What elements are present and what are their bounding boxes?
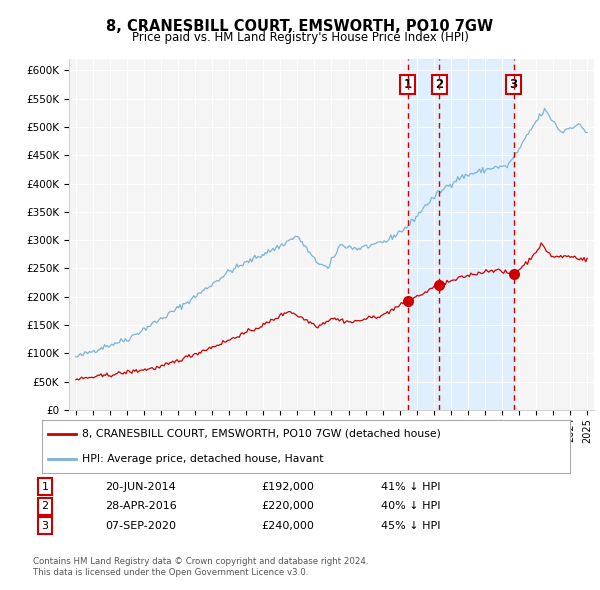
- Text: 40% ↓ HPI: 40% ↓ HPI: [381, 502, 440, 511]
- Text: £192,000: £192,000: [261, 482, 314, 491]
- Text: This data is licensed under the Open Government Licence v3.0.: This data is licensed under the Open Gov…: [33, 568, 308, 577]
- Text: 3: 3: [41, 521, 49, 530]
- Text: 8, CRANESBILL COURT, EMSWORTH, PO10 7GW: 8, CRANESBILL COURT, EMSWORTH, PO10 7GW: [106, 19, 494, 34]
- Text: 8, CRANESBILL COURT, EMSWORTH, PO10 7GW (detached house): 8, CRANESBILL COURT, EMSWORTH, PO10 7GW …: [82, 429, 440, 439]
- Text: 1: 1: [41, 482, 49, 491]
- Text: £240,000: £240,000: [261, 521, 314, 530]
- Text: Price paid vs. HM Land Registry's House Price Index (HPI): Price paid vs. HM Land Registry's House …: [131, 31, 469, 44]
- Text: Contains HM Land Registry data © Crown copyright and database right 2024.: Contains HM Land Registry data © Crown c…: [33, 558, 368, 566]
- Text: HPI: Average price, detached house, Havant: HPI: Average price, detached house, Hava…: [82, 454, 323, 464]
- Text: 28-APR-2016: 28-APR-2016: [105, 502, 177, 511]
- Text: 20-JUN-2014: 20-JUN-2014: [105, 482, 176, 491]
- Text: 3: 3: [509, 78, 518, 91]
- Bar: [407, 59, 514, 410]
- Text: £220,000: £220,000: [261, 502, 314, 511]
- Text: 07-SEP-2020: 07-SEP-2020: [105, 521, 176, 530]
- Text: 2: 2: [41, 502, 49, 511]
- Text: 1: 1: [404, 78, 412, 91]
- Text: 41% ↓ HPI: 41% ↓ HPI: [381, 482, 440, 491]
- Text: 45% ↓ HPI: 45% ↓ HPI: [381, 521, 440, 530]
- Text: 2: 2: [436, 78, 443, 91]
